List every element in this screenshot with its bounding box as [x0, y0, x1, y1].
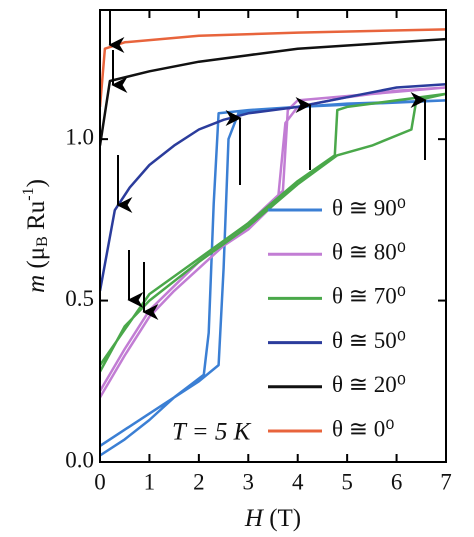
y-tick-label: 1.0 [65, 124, 94, 149]
y-tick-label: 0.0 [65, 447, 94, 472]
data-line [100, 28, 446, 108]
x-tick-label: 7 [440, 469, 452, 494]
annotation: T = 5 K [172, 419, 252, 446]
y-axis-label: m (μB Ru-1) [20, 179, 51, 293]
legend-label: θ ≅ 90⁰ [332, 195, 406, 220]
x-tick-label: 2 [193, 469, 205, 494]
legend-label: θ ≅ 50⁰ [332, 328, 406, 353]
x-axis-label: H (T) [244, 505, 301, 532]
x-tick-label: 0 [94, 469, 106, 494]
legend-label: θ ≅ 20⁰ [332, 372, 406, 397]
legend-label: θ ≅ 70⁰ [332, 284, 406, 309]
plot-frame [99, 9, 447, 463]
y-tick-label: 0.5 [65, 286, 94, 311]
legend-label: θ ≅ 80⁰ [332, 239, 406, 264]
x-tick-label: 6 [391, 469, 403, 494]
arrows [108, 10, 427, 320]
x-tick-label: 3 [243, 469, 255, 494]
data-line [100, 99, 446, 457]
x-tick-label: 4 [292, 469, 304, 494]
x-tick-label: 5 [341, 469, 353, 494]
legend-label: θ ≅ 0⁰ [332, 416, 395, 441]
x-tick-label: 1 [144, 469, 156, 494]
data-line [100, 83, 446, 292]
